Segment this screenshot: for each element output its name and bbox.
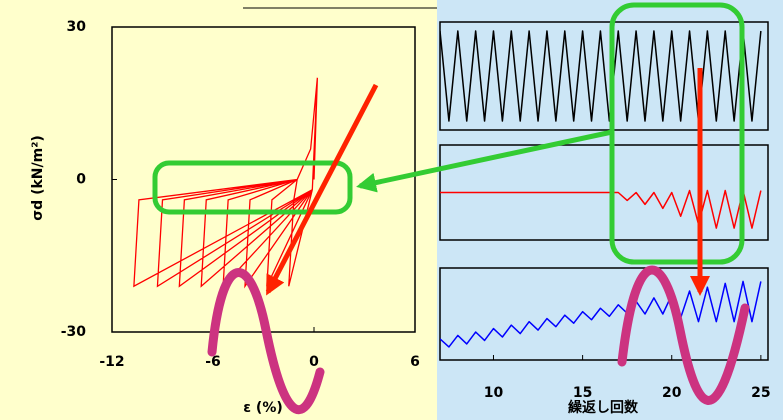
x-tick-label: 0 (309, 354, 319, 370)
x-tick-label: 10 (484, 385, 504, 401)
annotations (152, 2, 750, 415)
hysteresis-line (133, 77, 319, 289)
sine-sketch (207, 268, 325, 415)
sine-sketch (617, 265, 750, 405)
y-tick-label: 30 (67, 19, 87, 35)
time-history-line (440, 189, 762, 229)
arrow (356, 129, 613, 193)
x-axis-label: 繰返し回数 (568, 399, 639, 416)
panel (439, 21, 769, 131)
arrow (265, 83, 379, 296)
x-tick-label: 6 (410, 354, 420, 370)
panel (439, 267, 769, 361)
y-tick-label: 0 (76, 172, 86, 188)
y-axis-label: σd (kN/m²) (30, 135, 46, 220)
x-tick-label: 15 (573, 385, 592, 401)
x-tick-label: -6 (205, 354, 221, 370)
time-history-line (440, 30, 762, 122)
highlight-box (152, 160, 353, 215)
x-tick-label: 25 (751, 385, 770, 401)
x-axis-label: ε (%) (243, 400, 283, 416)
x-tick-label: 20 (662, 385, 682, 401)
x-tick-label: -12 (99, 354, 124, 370)
y-tick-label: -30 (61, 324, 87, 340)
